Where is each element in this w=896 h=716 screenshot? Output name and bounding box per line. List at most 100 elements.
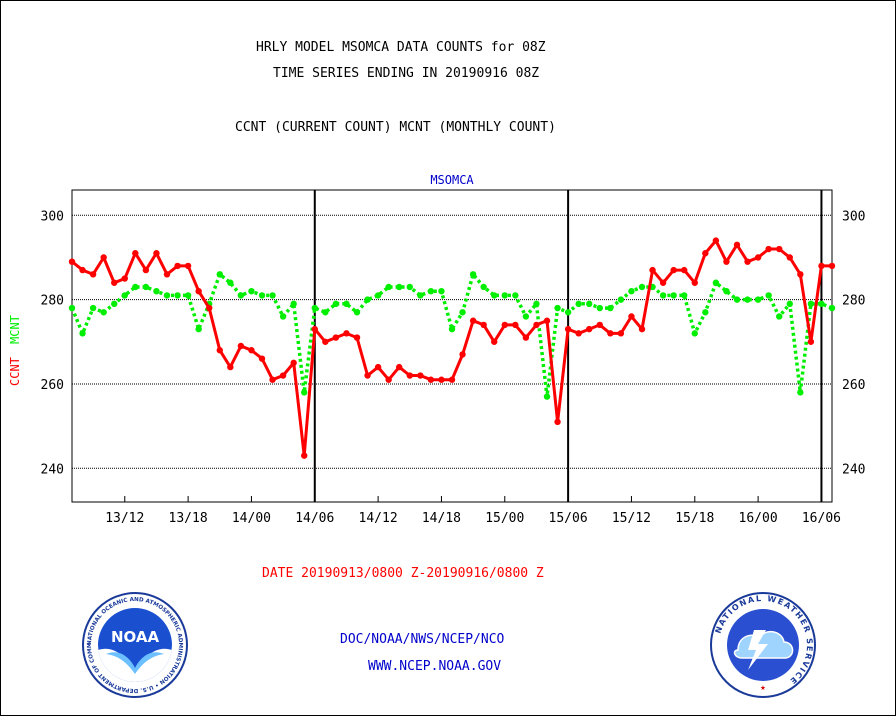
data-point-ccnt <box>459 351 466 358</box>
data-point-ccnt <box>142 266 150 274</box>
data-point-ccnt <box>786 254 793 261</box>
data-point-ccnt <box>248 347 255 354</box>
data-point-ccnt <box>681 266 688 274</box>
data-point-mcnt <box>586 300 593 308</box>
data-point-ccnt <box>311 325 318 333</box>
data-point-ccnt <box>374 363 382 371</box>
data-point-ccnt <box>691 279 698 286</box>
data-point-mcnt <box>723 287 730 295</box>
data-point-mcnt <box>396 283 403 291</box>
plot-frame <box>71 189 833 503</box>
data-point-mcnt <box>385 283 392 291</box>
data-point-ccnt <box>607 330 614 337</box>
x-tick-label: 16/00 <box>739 511 778 526</box>
title-line-1: HRLY MODEL MSOMCA DATA COUNTS for 08Z <box>256 40 546 55</box>
data-point-ccnt <box>596 321 603 329</box>
data-point-ccnt <box>543 317 551 324</box>
data-point-mcnt <box>712 279 720 286</box>
data-point-ccnt <box>712 237 720 244</box>
data-point-mcnt <box>575 300 582 308</box>
data-point-mcnt <box>311 304 318 312</box>
y-tick-label-left: 280 <box>41 294 64 309</box>
data-point-mcnt <box>195 325 202 333</box>
data-point-mcnt <box>564 309 572 316</box>
data-point-mcnt <box>248 287 255 295</box>
series-line-ccnt <box>71 239 832 458</box>
data-point-mcnt <box>121 292 128 299</box>
data-point-ccnt <box>184 262 192 270</box>
data-point-mcnt <box>554 304 561 312</box>
data-point-mcnt <box>691 330 698 337</box>
data-point-mcnt <box>269 292 276 299</box>
data-point-ccnt <box>723 258 730 265</box>
data-point-ccnt <box>290 359 297 367</box>
data-point-mcnt <box>522 313 530 320</box>
data-point-ccnt <box>121 275 128 282</box>
data-point-mcnt <box>797 389 804 396</box>
data-point-mcnt <box>828 304 836 312</box>
data-point-ccnt <box>828 262 836 270</box>
data-point-ccnt <box>163 271 171 278</box>
nws-logo: ★ NATIONAL WEATHER SERVICE <box>710 592 816 698</box>
org-label: DOC/NOAA/NWS/NCEP/NCO <box>340 632 505 647</box>
data-point-mcnt <box>79 330 86 337</box>
data-point-mcnt <box>290 300 297 308</box>
data-point-mcnt <box>480 283 487 291</box>
x-tick-label: 15/06 <box>549 511 588 526</box>
data-point-mcnt <box>501 292 508 299</box>
y-tick-label-right: 280 <box>842 294 865 309</box>
data-point-mcnt <box>258 292 266 299</box>
data-point-ccnt <box>68 258 76 265</box>
data-point-ccnt <box>353 334 361 341</box>
data-point-ccnt <box>132 250 139 257</box>
data-point-mcnt <box>153 287 160 295</box>
data-point-ccnt <box>522 334 530 341</box>
y-tick-label-left: 260 <box>41 378 64 393</box>
data-point-mcnt <box>512 292 519 299</box>
data-point-mcnt <box>406 283 413 291</box>
data-point-mcnt <box>301 389 308 396</box>
data-point-ccnt <box>89 271 97 278</box>
data-point-mcnt <box>353 309 361 316</box>
data-point-mcnt <box>607 304 614 312</box>
data-point-mcnt <box>68 304 76 312</box>
x-tick-label: 15/12 <box>612 511 651 526</box>
data-point-ccnt <box>417 372 424 379</box>
x-tick-label: 13/18 <box>169 511 208 526</box>
data-point-ccnt <box>754 254 762 261</box>
x-tick-label: 14/18 <box>422 511 461 526</box>
data-point-ccnt <box>332 334 340 341</box>
data-point-mcnt <box>733 296 741 303</box>
data-point-ccnt <box>343 330 350 337</box>
data-point-ccnt <box>322 338 329 345</box>
y-tick-label-left: 240 <box>41 462 64 477</box>
data-point-mcnt <box>142 283 150 291</box>
x-tick-label: 14/06 <box>295 511 334 526</box>
data-point-mcnt <box>216 271 223 278</box>
data-point-ccnt <box>649 266 656 274</box>
data-point-mcnt <box>343 300 350 308</box>
svg-text:NOAA: NOAA <box>111 628 160 646</box>
data-point-mcnt <box>469 271 477 278</box>
data-point-ccnt <box>776 245 783 253</box>
data-point-ccnt <box>406 372 413 379</box>
data-point-ccnt <box>364 372 371 379</box>
data-point-ccnt <box>533 321 540 329</box>
data-point-ccnt <box>797 271 804 278</box>
data-point-mcnt <box>111 300 118 308</box>
data-point-mcnt <box>638 283 646 291</box>
data-point-ccnt <box>818 262 825 270</box>
data-point-mcnt <box>364 296 371 303</box>
data-point-ccnt <box>512 321 519 329</box>
data-point-mcnt <box>744 296 751 303</box>
y-axis-label-mcnt: MCNT <box>8 315 22 344</box>
data-point-ccnt <box>195 287 202 295</box>
data-point-mcnt <box>279 313 287 320</box>
data-point-ccnt <box>617 330 625 337</box>
date-range-label: DATE 20190913/0800 Z-20190916/0800 Z <box>262 566 544 581</box>
data-point-mcnt <box>427 287 435 295</box>
data-point-ccnt <box>702 250 709 257</box>
data-point-ccnt <box>427 376 435 383</box>
chart-subtitle: CCNT (CURRENT COUNT) MCNT (MONTHLY COUNT… <box>235 120 556 135</box>
data-point-mcnt <box>417 292 424 299</box>
